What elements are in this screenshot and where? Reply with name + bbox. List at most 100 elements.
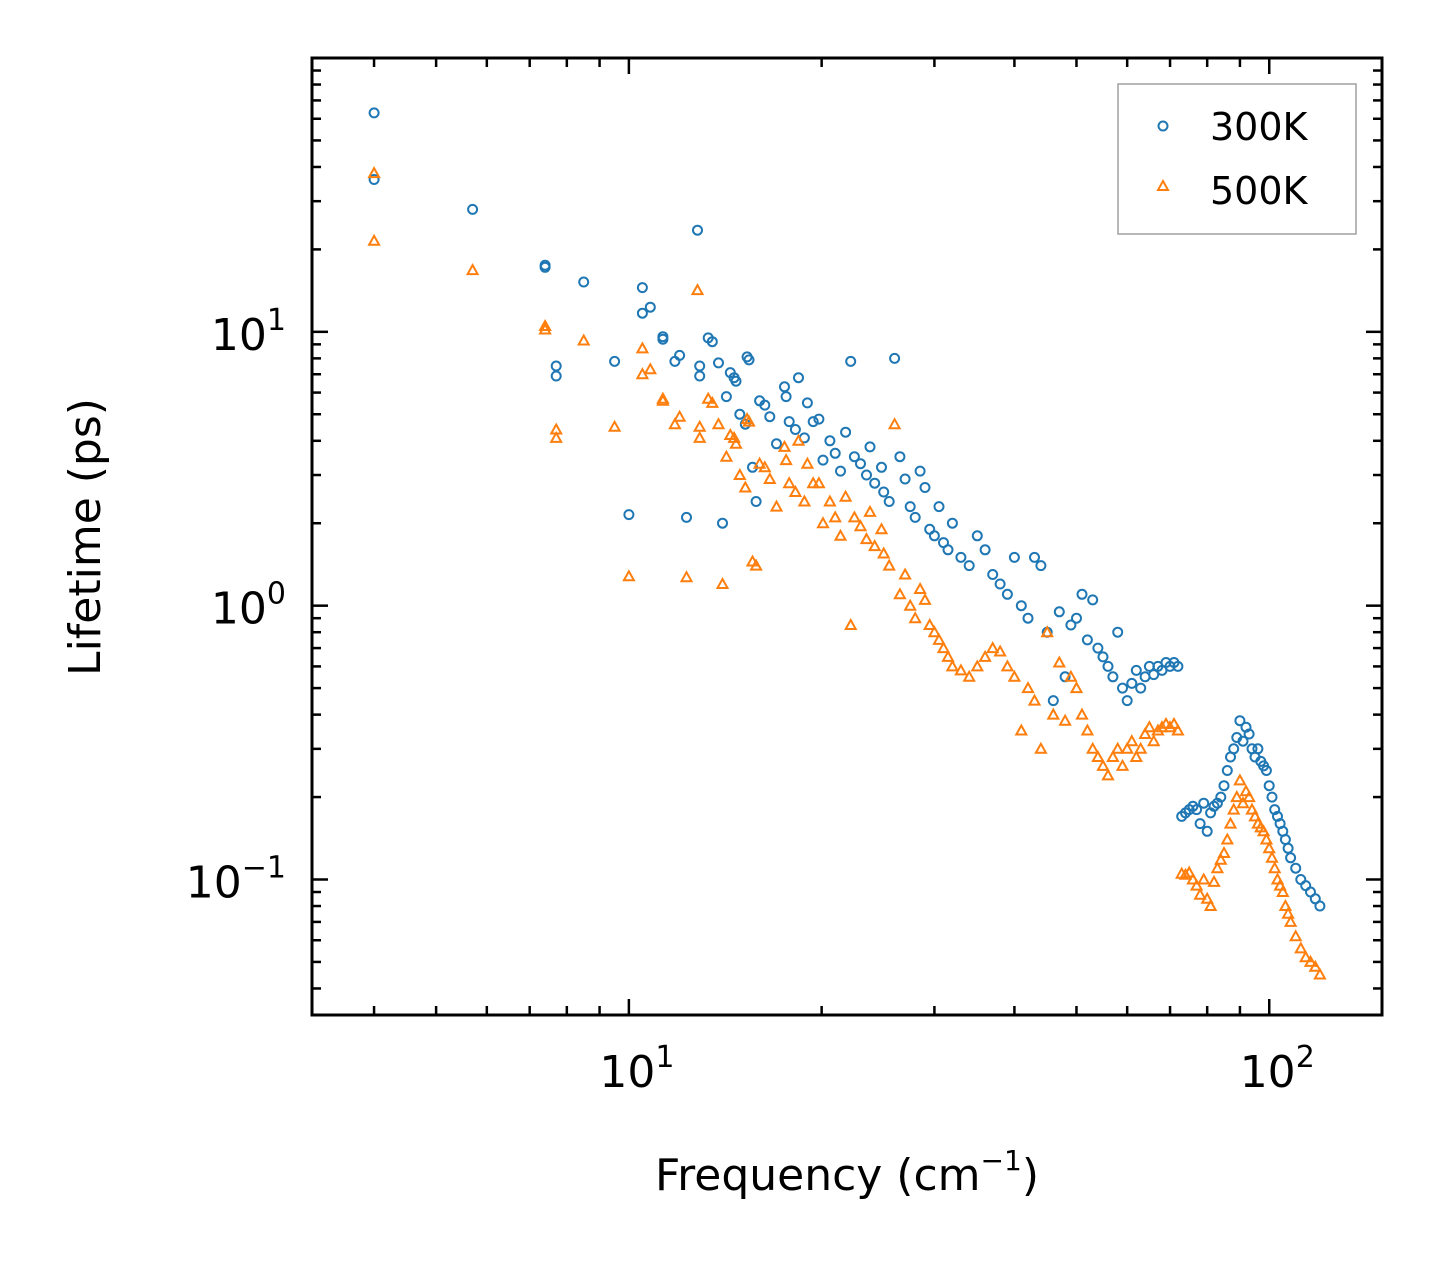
data-point-500k <box>577 333 591 346</box>
data-point-500k <box>986 641 1000 654</box>
data-point-500k <box>1299 950 1313 963</box>
data-point-300k <box>1295 874 1307 885</box>
data-point-500k <box>1278 898 1293 911</box>
data-point-500k <box>715 576 730 589</box>
data-point-500k <box>779 453 793 466</box>
data-point-500k <box>1106 749 1120 762</box>
data-point-300k <box>1015 600 1027 612</box>
data-point-300k <box>876 461 887 473</box>
data-point-300k <box>1285 852 1297 864</box>
data-point-300k <box>1139 671 1151 683</box>
data-point-300k <box>963 560 975 572</box>
data-point-300k <box>840 426 852 438</box>
data-point-500k <box>1134 741 1148 754</box>
data-point-300k <box>987 569 999 580</box>
data-point-500k <box>607 419 622 432</box>
data-point-300k <box>1191 804 1203 816</box>
data-point-500k <box>1294 941 1308 954</box>
y-tick-label: 100 <box>211 577 286 635</box>
data-point-300k <box>1121 695 1133 707</box>
data-point-300k <box>1266 791 1278 803</box>
data-point-500k <box>701 391 715 404</box>
data-point-500k <box>1210 861 1225 874</box>
data-point-500k <box>1046 707 1060 720</box>
data-point-500k <box>777 439 792 452</box>
data-point-500k <box>893 587 907 600</box>
data-point-500k <box>1248 809 1262 822</box>
data-point-500k <box>1075 707 1089 720</box>
data-point-500k <box>1007 669 1022 682</box>
data-point-500k <box>1308 959 1322 972</box>
data-point-300k <box>1314 900 1326 912</box>
data-point-300k <box>1112 626 1124 638</box>
data-point-300k <box>813 413 825 425</box>
data-point-500k <box>656 393 670 406</box>
data-point-500k <box>656 391 670 404</box>
data-point-500k <box>868 539 882 552</box>
data-point-500k <box>1101 768 1115 781</box>
plot-frame <box>310 56 1384 1017</box>
data-point-500k <box>844 617 858 630</box>
data-point-500k <box>1223 816 1238 829</box>
data-point-300k <box>730 375 742 387</box>
data-point-500k <box>1256 824 1271 837</box>
data-point-500k <box>1111 741 1125 754</box>
data-point-500k <box>898 567 912 580</box>
data-point-300k <box>692 224 703 236</box>
data-point-500k <box>816 516 830 529</box>
data-point-300k <box>706 336 718 348</box>
data-point-500k <box>918 592 932 605</box>
data-point-300k <box>717 517 728 529</box>
data-point-300k <box>979 544 991 556</box>
data-point-300k <box>578 276 590 288</box>
data-point-300k <box>1260 765 1272 776</box>
data-point-500k <box>863 504 877 517</box>
data-point-500k <box>1163 720 1177 733</box>
data-point-500k <box>1086 741 1100 754</box>
y-axis-title: Lifetime (ps) <box>60 398 111 676</box>
data-point-300k <box>1221 765 1233 776</box>
data-point-500k <box>1040 625 1054 638</box>
data-point-500k <box>1129 749 1143 762</box>
data-point-300k <box>1001 588 1013 600</box>
data-point-300k <box>946 517 958 529</box>
data-point-300k <box>694 370 706 382</box>
data-point-300k <box>1071 612 1082 624</box>
series-300k <box>368 107 1326 912</box>
data-point-300k <box>861 469 872 481</box>
data-point-300k <box>1076 588 1088 600</box>
data-point-300k <box>1087 594 1099 606</box>
data-point-300k <box>845 355 857 367</box>
data-point-300k <box>623 509 635 521</box>
data-point-300k <box>1279 834 1291 845</box>
points-layer <box>367 107 1327 980</box>
data-point-300k <box>1263 780 1275 792</box>
data-point-300k <box>1215 791 1227 803</box>
data-point-500k <box>705 395 719 408</box>
data-point-500k <box>1207 874 1221 887</box>
data-point-500k <box>833 528 848 541</box>
data-point-500k <box>1186 872 1200 885</box>
data-point-500k <box>823 494 837 507</box>
data-point-300k <box>1022 612 1034 624</box>
data-point-300k <box>368 174 380 185</box>
data-point-500k <box>1171 723 1185 736</box>
data-point-500k <box>769 499 784 512</box>
data-point-500k <box>903 598 917 611</box>
data-point-500k <box>1227 802 1241 815</box>
data-point-500k <box>1125 734 1139 747</box>
data-point-300k <box>1148 669 1160 681</box>
data-point-300k <box>1035 560 1047 572</box>
data-point-500k <box>1189 878 1204 891</box>
data-point-300k <box>1194 818 1206 830</box>
data-point-500k <box>465 263 480 276</box>
data-point-500k <box>719 449 734 462</box>
y-tick-label: 101 <box>211 303 286 361</box>
data-point-500k <box>877 546 891 559</box>
data-point-300k <box>1252 743 1264 755</box>
data-point-300k <box>789 424 801 435</box>
data-point-500k <box>812 476 826 489</box>
data-point-500k <box>668 417 682 430</box>
data-point-300k <box>955 551 967 563</box>
